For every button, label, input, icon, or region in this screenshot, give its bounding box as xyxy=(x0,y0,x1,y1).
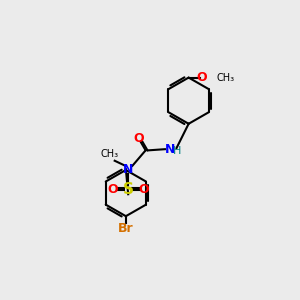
Text: N: N xyxy=(123,164,134,176)
Text: O: O xyxy=(138,183,148,196)
Text: S: S xyxy=(123,182,134,197)
Text: CH₃: CH₃ xyxy=(100,149,118,159)
Text: H: H xyxy=(173,146,182,157)
Text: Br: Br xyxy=(118,222,134,236)
Text: O: O xyxy=(134,132,144,145)
Text: N: N xyxy=(165,143,175,156)
Text: CH₃: CH₃ xyxy=(217,73,235,82)
Text: O: O xyxy=(108,183,118,196)
Text: O: O xyxy=(196,71,207,84)
